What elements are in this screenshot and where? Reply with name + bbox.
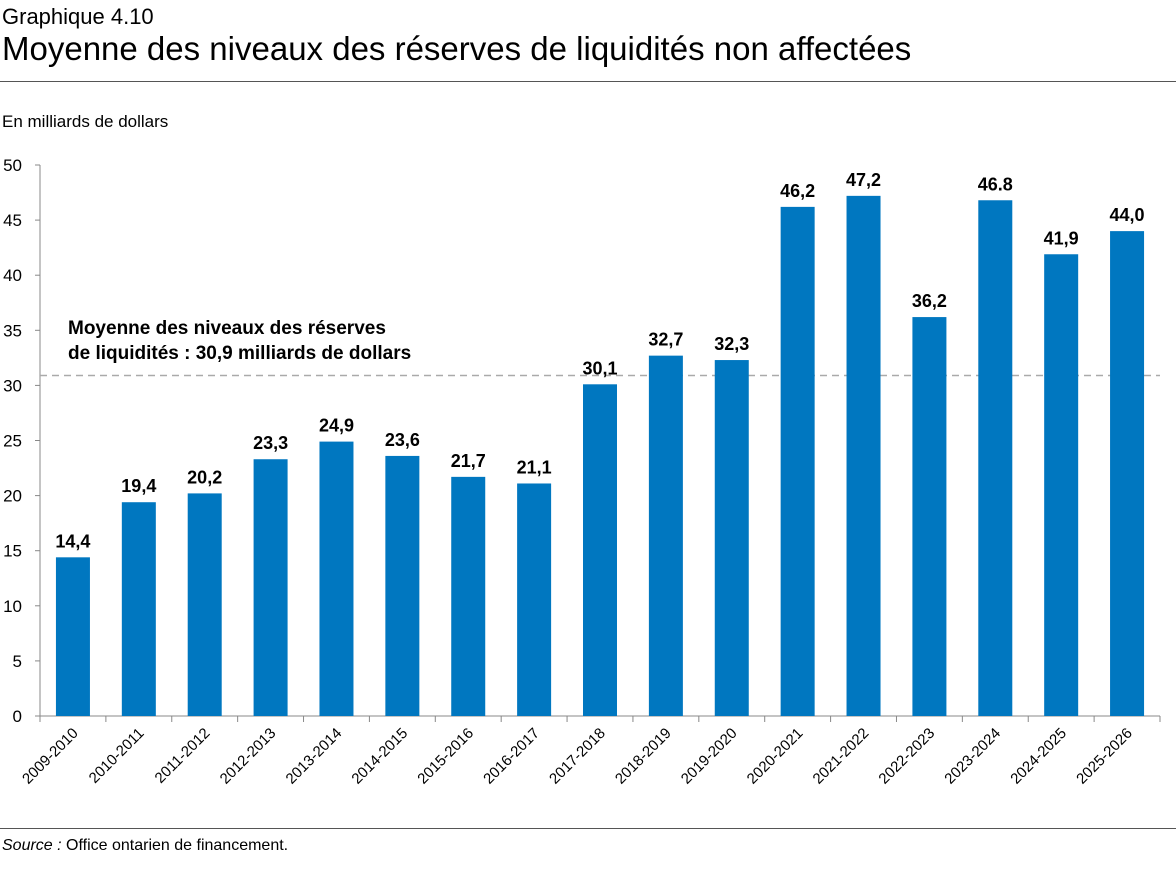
- data-label: 21,7: [451, 451, 486, 471]
- y-tick-label: 20: [3, 487, 22, 506]
- x-tick-label: 2022-2023: [875, 725, 938, 788]
- y-tick-label: 40: [3, 266, 22, 285]
- chart-kicker: Graphique 4.10: [2, 4, 154, 29]
- data-label: 23,3: [253, 433, 288, 453]
- source-divider: [0, 828, 1176, 829]
- average-annotation: de liquidités : 30,9 milliards de dollar…: [68, 343, 411, 364]
- source-note: Source : Office ontarien de financement.: [2, 837, 288, 855]
- data-label: 21,1: [517, 457, 552, 477]
- y-tick-label: 45: [3, 211, 22, 230]
- x-tick-label: 2025-2026: [1073, 725, 1136, 788]
- title-divider: [0, 81, 1176, 82]
- x-tick-label: 2014-2015: [348, 725, 411, 788]
- x-tick-label: 2009-2010: [19, 725, 82, 788]
- data-label: 19,4: [121, 476, 156, 496]
- bar-2014-2015: [385, 455, 420, 716]
- x-tick-label: 2021-2022: [810, 725, 873, 788]
- bar-2023-2024: [978, 200, 1013, 716]
- bar-2022-2023: [912, 317, 947, 716]
- data-label: 24,9: [319, 416, 354, 436]
- y-tick-label: 10: [3, 597, 22, 616]
- bar-2012-2013: [253, 459, 288, 716]
- bar-2019-2020: [714, 360, 749, 716]
- y-tick-label: 25: [3, 432, 22, 451]
- data-label: 20,2: [187, 467, 222, 487]
- data-label: 30,1: [582, 358, 617, 378]
- data-label: 46,2: [780, 181, 815, 201]
- x-tick-label: 2019-2020: [678, 725, 741, 788]
- data-label: 47,2: [846, 170, 881, 190]
- bar-2009-2010: [55, 557, 90, 716]
- x-tick-label: 2017-2018: [546, 725, 609, 788]
- x-tick-label: 2016-2017: [480, 725, 543, 788]
- bar-2021-2022: [846, 195, 881, 716]
- bar-2024-2025: [1044, 254, 1079, 716]
- y-tick-label: 0: [13, 707, 22, 726]
- x-tick-label: 2010-2011: [86, 725, 148, 787]
- data-label: 36,2: [912, 291, 947, 311]
- x-tick-label: 2015-2016: [414, 725, 477, 788]
- y-axis-unit: En milliards de dollars: [2, 112, 169, 131]
- source-label: Source :: [2, 837, 62, 854]
- data-label: 46.8: [978, 174, 1013, 194]
- bar-2025-2026: [1110, 231, 1145, 716]
- x-tick-label: 2024-2025: [1007, 725, 1070, 788]
- bar-2011-2012: [187, 493, 222, 716]
- data-label: 41,9: [1044, 228, 1079, 248]
- average-annotation: Moyenne des niveaux des réserves: [68, 318, 386, 339]
- data-label: 14,4: [55, 531, 90, 551]
- bar-2010-2011: [121, 502, 156, 716]
- bar-2018-2019: [648, 355, 683, 716]
- x-tick-label: 2011-2012: [152, 725, 214, 787]
- source-text: Office ontarien de financement.: [61, 837, 289, 854]
- bar-2016-2017: [517, 483, 552, 716]
- data-label: 23,6: [385, 430, 420, 450]
- y-tick-label: 15: [3, 542, 22, 561]
- data-label: 44,0: [1110, 205, 1145, 225]
- x-tick-label: 2013-2014: [283, 725, 346, 788]
- y-tick-label: 30: [3, 376, 22, 395]
- bar-2015-2016: [451, 476, 486, 716]
- data-label: 32,3: [714, 334, 749, 354]
- bar-2013-2014: [319, 441, 354, 716]
- bar-2020-2021: [780, 206, 815, 716]
- chart-title: Moyenne des niveaux des réserves de liqu…: [2, 30, 912, 67]
- x-tick-label: 2020-2021: [744, 725, 807, 788]
- x-tick-label: 2012-2013: [217, 725, 280, 788]
- y-tick-label: 50: [3, 156, 22, 175]
- bar-2017-2018: [583, 384, 617, 716]
- x-tick-label: 2018-2019: [612, 725, 675, 788]
- y-tick-label: 5: [13, 652, 22, 671]
- x-tick-label: 2023-2024: [941, 725, 1004, 788]
- data-label: 32,7: [648, 330, 683, 350]
- y-tick-label: 35: [3, 321, 22, 340]
